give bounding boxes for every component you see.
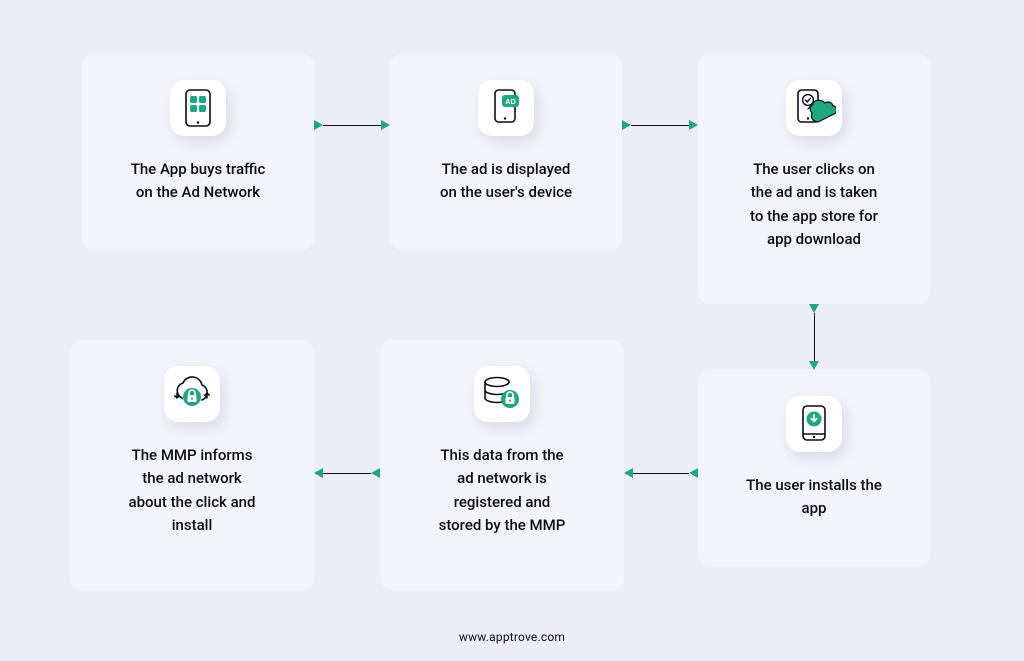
arrow-5-6 <box>314 468 380 478</box>
footer-attribution: www.apptrove.com <box>0 630 1024 644</box>
flow-node-1-label: The App buys traffic on the Ad Network <box>131 158 266 205</box>
flow-node-6-label: The MMP informs the ad network about the… <box>129 444 256 537</box>
flow-node-3-label: The user clicks on the ad and is taken t… <box>750 158 878 251</box>
flow-node-1: The App buys traffic on the Ad Network <box>82 54 314 250</box>
flow-node-5: This data from the ad network is registe… <box>380 340 624 590</box>
phone-install-icon <box>786 396 842 452</box>
flow-node-2: AD The ad is displayed on the user's dev… <box>390 54 622 250</box>
cloud-lock-icon <box>164 366 220 422</box>
phone-click-icon <box>786 80 842 136</box>
phone-ad-icon: AD <box>478 80 534 136</box>
svg-text:AD: AD <box>505 97 515 106</box>
flow-node-3: The user clicks on the ad and is taken t… <box>698 54 930 304</box>
database-lock-icon <box>474 366 530 422</box>
flow-node-4-label: The user installs the app <box>746 474 882 521</box>
arrow-3-4 <box>809 304 819 370</box>
flow-node-6: The MMP informs the ad network about the… <box>70 340 314 590</box>
arrow-1-2 <box>314 120 390 130</box>
arrow-4-5 <box>624 468 698 478</box>
flow-diagram: The App buys traffic on the Ad Network A… <box>0 0 1024 661</box>
phone-grid-icon <box>170 80 226 136</box>
arrow-2-3 <box>622 120 698 130</box>
flow-node-2-label: The ad is displayed on the user's device <box>440 158 572 205</box>
flow-node-5-label: This data from the ad network is registe… <box>439 444 566 537</box>
flow-node-4: The user installs the app <box>698 370 930 566</box>
